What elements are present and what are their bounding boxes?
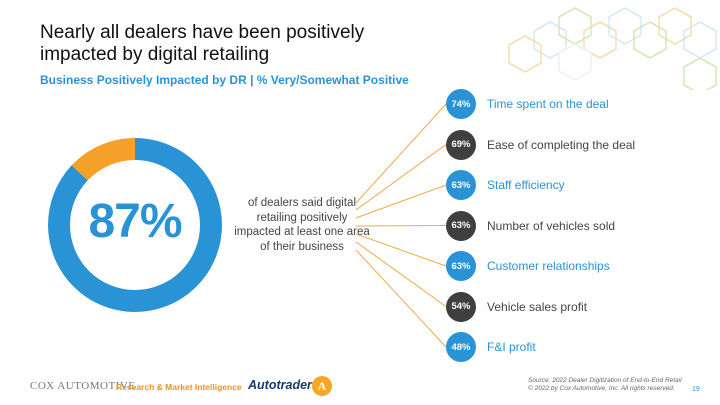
- page-title: Nearly all dealers have been positively …: [40, 22, 365, 65]
- impact-item: 74% Time spent on the deal: [446, 89, 609, 119]
- source-note: Source: 2022 Dealer Digitization of End-…: [528, 377, 682, 393]
- connector-line: [355, 184, 447, 219]
- chart-subtitle: Business Positively Impacted by DR | % V…: [40, 73, 409, 87]
- impact-item: 69% Ease of completing the deal: [446, 129, 636, 160]
- connector-line: [355, 249, 447, 348]
- connector-line: [355, 225, 447, 227]
- category-label: F&I profit: [487, 340, 536, 354]
- value-badge: 63%: [446, 170, 476, 200]
- donut-center-label: 87%: [88, 195, 182, 248]
- donut-slice-1: [48, 138, 222, 312]
- impact-item: 63% Customer relationships: [446, 251, 610, 281]
- connector-line: [355, 144, 447, 211]
- connector-line: [355, 103, 447, 204]
- connector-line: [355, 241, 447, 307]
- category-label: Customer relationships: [487, 259, 610, 273]
- page-number: 19: [692, 386, 700, 393]
- copyright-line: © 2022 by Cox Automotive, Inc. All right…: [528, 385, 675, 392]
- category-label: Vehicle sales profit: [487, 299, 588, 314]
- donut-chart: [48, 138, 222, 312]
- value-badge: 63%: [446, 251, 476, 281]
- autotrader-logo: Autotrader: [248, 378, 312, 392]
- impact-item: 63% Number of vehicles sold: [446, 210, 616, 241]
- category-label: Time spent on the deal: [487, 97, 609, 111]
- category-label: Staff efficiency: [487, 178, 565, 192]
- value-badge: 54%: [446, 291, 476, 322]
- source-line: Source: 2022 Dealer Digitization of End-…: [528, 377, 682, 384]
- value-badge: 48%: [446, 332, 476, 362]
- category-label: Number of vehicles sold: [487, 218, 616, 233]
- impact-item: 63% Staff efficiency: [446, 170, 565, 200]
- category-label: Ease of completing the deal: [487, 137, 636, 152]
- value-badge: 74%: [446, 89, 476, 119]
- connector-line: [355, 233, 447, 267]
- impact-item: 48% F&I profit: [446, 332, 536, 362]
- value-badge: 63%: [446, 210, 476, 241]
- value-badge: 69%: [446, 129, 476, 160]
- hexagon-decoration: [508, 7, 717, 90]
- impact-item: 54% Vehicle sales profit: [446, 291, 588, 322]
- cox-automotive-logo: COX AUTOMOTIVE: [30, 380, 136, 392]
- description-text: of dealers said digital retailing positi…: [234, 197, 370, 253]
- autotrader-icon: A: [312, 376, 332, 396]
- research-label: Research & Market Intelligence: [116, 382, 242, 392]
